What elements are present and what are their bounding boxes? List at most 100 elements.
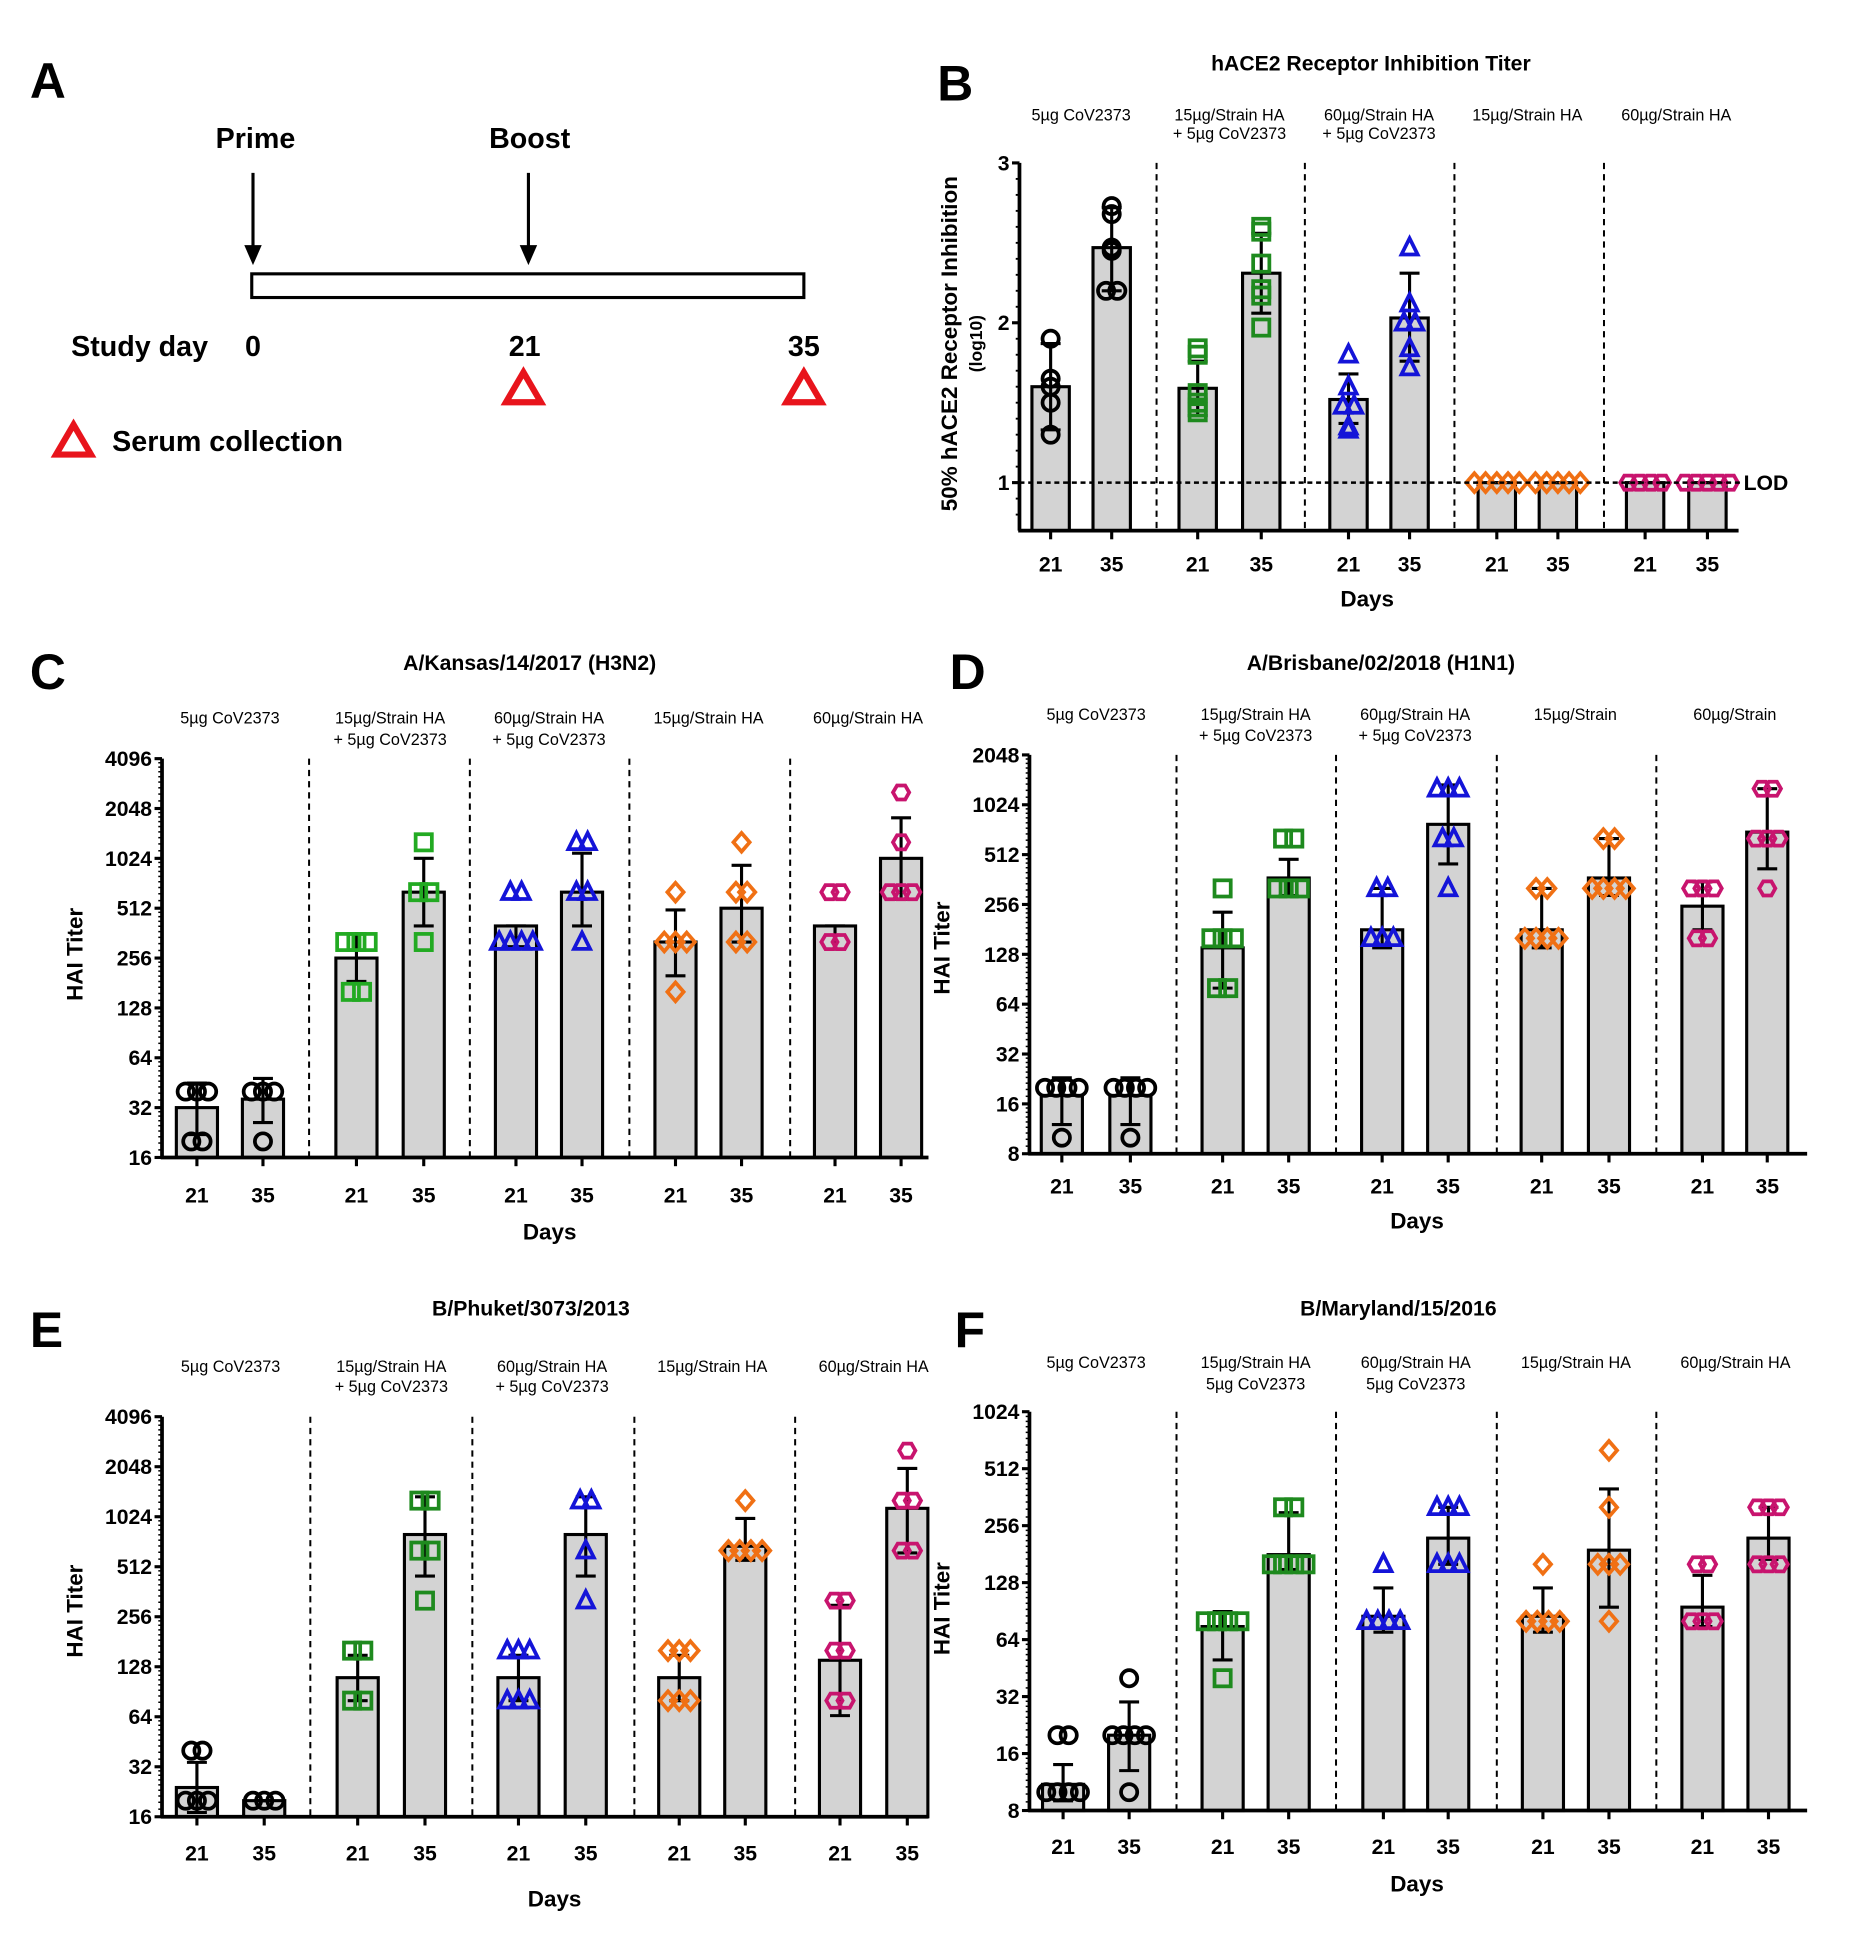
circle-data-point: [192, 1740, 213, 1761]
y-tick-label: 512: [984, 1458, 1019, 1481]
circle-data-point: [198, 1081, 219, 1102]
y-tick-label: 32: [128, 1097, 152, 1120]
diamond-data-point: [1615, 876, 1637, 901]
triangle-data-point: [496, 1687, 519, 1710]
bar-day-21: [1036, 1725, 1090, 1813]
square-data-point: [1251, 221, 1272, 242]
group-label-line: 5µg CoV2373: [1366, 1375, 1465, 1393]
bar: [719, 906, 764, 1160]
bar-day-21: [1680, 1555, 1725, 1813]
boost-arrow-icon: [519, 172, 538, 266]
boost-label: Boost: [489, 123, 571, 155]
square-data-point: [1187, 344, 1208, 365]
diamond-data-point: [736, 929, 758, 955]
y-tick-label: 16: [128, 1806, 152, 1829]
hexagon-data-point: [890, 833, 912, 852]
hexagon-data-point: [1758, 1498, 1779, 1517]
triangle-data-point: [1398, 354, 1421, 377]
group-label-line: 60µg/Strain HA: [1360, 706, 1470, 724]
group-label: 60µg/Strain HA: [813, 710, 923, 728]
circle-data-point: [1047, 1782, 1068, 1803]
group-label-line: 15µg/Strain HA: [1201, 1354, 1311, 1372]
circle-data-point: [1040, 368, 1061, 389]
x-tick-label: 21: [185, 1184, 209, 1207]
circle-data-point: [1058, 1782, 1079, 1803]
triangle-data-point: [1404, 309, 1427, 332]
bar: [401, 890, 446, 1160]
square-data-point: [1278, 878, 1299, 899]
circle-data-point: [175, 1081, 196, 1102]
triangle-data-point: [574, 1537, 597, 1560]
circle-data-point: [254, 1790, 275, 1811]
triangle-data-point: [1437, 1493, 1460, 1517]
bar-day-35: [563, 1487, 608, 1819]
timeline-bar: [250, 272, 806, 300]
group-label: 60µg/Strain HA: [1621, 107, 1731, 125]
hexagon-data-point: [1692, 879, 1713, 898]
x-tick-label: 21: [1691, 1836, 1715, 1859]
group-label-line: 5µg CoV2373: [1206, 1375, 1305, 1393]
hexagon-data-point: [1747, 1555, 1768, 1574]
diamond-data-point: [1569, 470, 1591, 495]
panel-letter: B: [937, 56, 973, 112]
panel-letter: F: [955, 1302, 985, 1358]
group-label-line: 15µg/Strain HA: [1521, 1354, 1631, 1372]
group-label: 15µg/Strain HA + 5µg CoV2373: [333, 710, 446, 749]
triangle-data-point: [1431, 825, 1454, 848]
square-data-point: [1223, 928, 1244, 949]
panel-letter: C: [30, 644, 66, 700]
y-tick-label: 64: [996, 1629, 1020, 1652]
panel-e-chart: E B/Phuket/3073/2013 HAI Titer Days 16 32 64 12…: [30, 1298, 930, 1911]
y-tick-label: 2048: [972, 744, 1019, 767]
group-label: 60µg/Strain HA: [819, 1358, 929, 1376]
circle-data-point: [1035, 1077, 1055, 1098]
group-label-line: 5µg CoV2373: [181, 1358, 280, 1376]
triangle-data-point: [580, 1487, 603, 1510]
x-axis-label: Days: [528, 1886, 582, 1911]
y-tick-label: 128: [984, 944, 1020, 967]
hexagon-data-point: [1697, 1555, 1719, 1574]
y-tick-label: 16: [996, 1743, 1020, 1766]
circle-data-point: [1137, 1077, 1158, 1098]
y-axis-label-line: 50% hACE2 Receptor Inhibition: [937, 176, 962, 511]
x-tick-label: 21: [1051, 1836, 1075, 1859]
diamond-data-point: [1598, 1609, 1620, 1634]
circle-data-point: [1096, 280, 1117, 301]
group-label-line: 60µg/Strain HA: [813, 710, 923, 728]
bar-day-21: [174, 1081, 220, 1160]
bar-day-35: [1524, 470, 1591, 533]
y-tick-label: 1024: [972, 1401, 1019, 1424]
hexagon-data-point: [1769, 1498, 1790, 1517]
x-tick-label: 35: [734, 1842, 758, 1865]
group-label-line: + 5µg CoV2373: [1199, 727, 1312, 745]
serum-collection-triangle-icon: [500, 366, 547, 406]
square-data-point: [1195, 1611, 1216, 1632]
diamond-data-point: [676, 929, 698, 955]
bar-day-35: [1102, 1668, 1156, 1813]
hexagon-data-point: [1745, 829, 1767, 848]
group-label: 15µg/Strain HA 5µg CoV2373: [1201, 1354, 1311, 1393]
hexagon-data-point: [1685, 473, 1707, 492]
lod-label: LOD: [1744, 472, 1789, 495]
square-data-point: [342, 1690, 363, 1711]
group-label-line: 15µg/Strain HA: [653, 710, 763, 728]
x-tick-label: 35: [252, 1842, 276, 1865]
group-label: 5µg CoV2373: [1031, 107, 1130, 125]
square-data-point: [409, 1490, 430, 1511]
group-label-line: + 5µg CoV2373: [335, 1378, 448, 1396]
x-tick-label: 35: [1696, 554, 1720, 577]
y-axis-label: HAI Titer: [62, 1564, 87, 1657]
triangle-data-point: [499, 878, 522, 901]
y-tick-label: 32: [996, 1044, 1020, 1067]
triangle-data-point: [1437, 775, 1460, 798]
panel-letter: E: [30, 1302, 63, 1358]
diamond-data-point: [1598, 1438, 1620, 1463]
group-label-line: 60µg/Strain HA: [1621, 107, 1731, 125]
hexagon-data-point: [1686, 1555, 1708, 1574]
x-tick-label: 21: [1531, 1836, 1555, 1859]
x-axis-label: Days: [1390, 1209, 1444, 1234]
group-label-line: + 5µg CoV2373: [1359, 727, 1472, 745]
y-tick-label: 256: [984, 894, 1020, 917]
y-axis-label-line: HAI Titer: [930, 1562, 955, 1655]
